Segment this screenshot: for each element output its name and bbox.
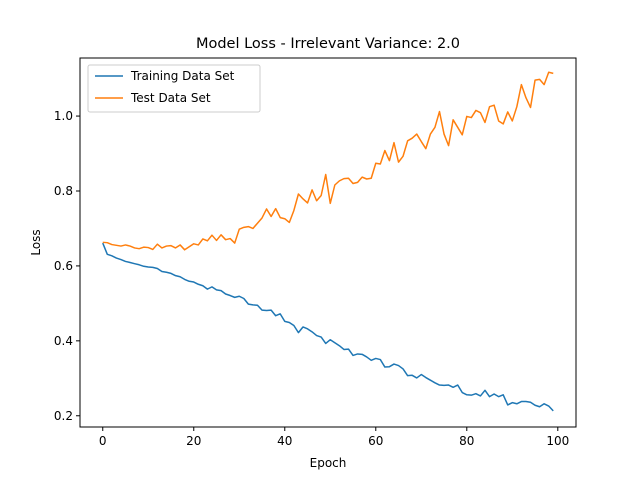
series-line-test [102,71,554,251]
plot-area [79,57,577,428]
y-tick-label: 0.4 [54,334,73,348]
x-tick-label: 40 [277,434,292,448]
legend: Training Data Set Test Data Set [87,64,261,113]
y-tick-label: 0.8 [54,184,73,198]
x-axis-ticks: 0 20 40 60 80 100 [99,427,569,448]
chart-title: Model Loss - Irrelevant Variance: 2.0 [196,36,460,52]
x-tick-label: 60 [368,434,383,448]
series-line-training [102,242,554,412]
y-axis-ticks: 0.2 0.4 0.6 0.8 1.0 [54,109,80,423]
x-tick-label: 80 [459,434,474,448]
x-tick-label: 0 [99,434,107,448]
legend-label-test: Test Data Set [130,91,211,105]
plot-area-frame [79,57,577,428]
y-tick-label: 0.6 [54,259,73,273]
legend-frame [87,64,261,113]
series-layer [102,71,554,412]
x-tick-label: 20 [186,434,201,448]
y-tick-label: 0.2 [54,409,73,423]
y-axis-label: Loss [29,229,43,255]
y-tick-label: 1.0 [54,109,73,123]
x-axis-label: Epoch [310,456,347,470]
x-tick-label: 100 [546,434,569,448]
legend-label-training: Training Data Set [130,69,235,83]
